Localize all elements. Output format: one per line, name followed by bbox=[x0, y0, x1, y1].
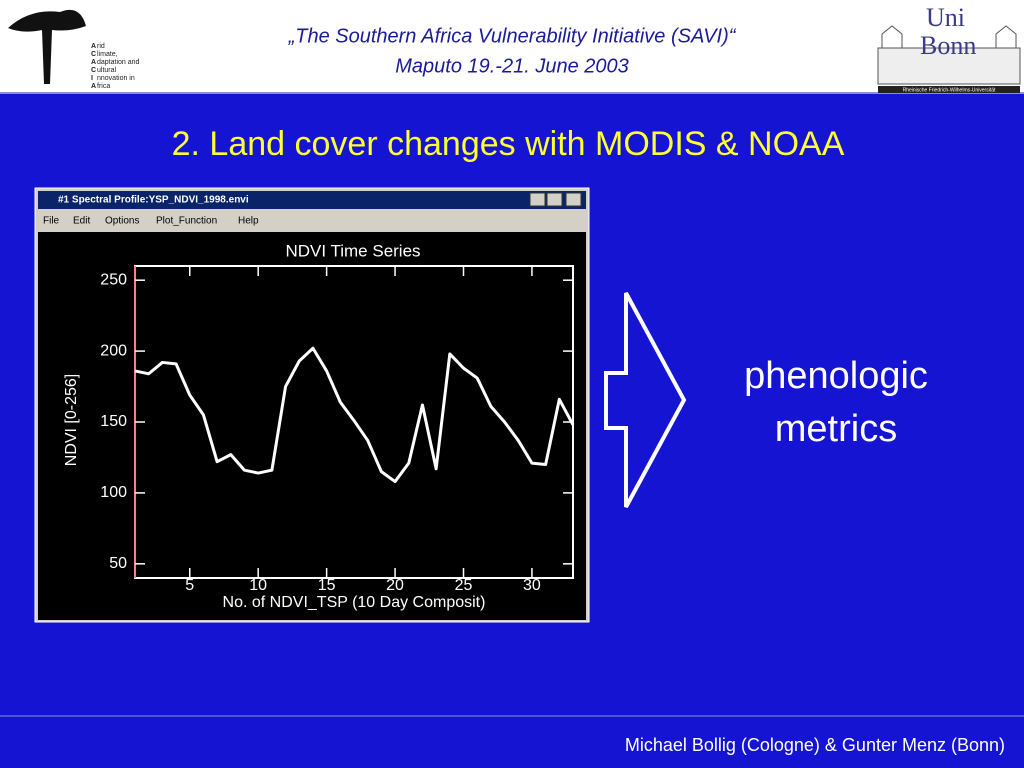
y-tick-label: 100 bbox=[100, 484, 127, 501]
logo-word: daptation and bbox=[97, 59, 140, 66]
logo-initial: C bbox=[91, 67, 96, 74]
header-line2: Maputo 19.-21. June 2003 bbox=[395, 55, 629, 77]
x-tick-label: 10 bbox=[249, 577, 267, 594]
menu-item[interactable]: File bbox=[43, 216, 60, 227]
y-tick-label: 150 bbox=[100, 413, 127, 430]
header-line1: „The Southern Africa Vulnerability Initi… bbox=[288, 25, 737, 47]
right-logo bbox=[877, 25, 1021, 93]
side-text: metrics bbox=[775, 408, 897, 450]
data-line bbox=[134, 346, 575, 484]
window-titlebar bbox=[38, 191, 586, 209]
logo-initial: I bbox=[91, 75, 93, 82]
y-axis-label: NDVI [0-256] bbox=[63, 374, 80, 466]
y-tick-label: 50 bbox=[109, 555, 127, 572]
menu-item[interactable]: Edit bbox=[73, 216, 90, 227]
y-tick-label: 250 bbox=[100, 271, 127, 288]
x-axis-label: No. of NDVI_TSP (10 Day Composit) bbox=[223, 594, 486, 611]
footer: Michael Bollig (Cologne) & Gunter Menz (… bbox=[625, 735, 1005, 755]
arrow bbox=[604, 292, 687, 508]
side-text: phenologic bbox=[744, 355, 928, 397]
logo-word: nnovation in bbox=[97, 75, 135, 82]
logo-word: frica bbox=[97, 83, 110, 90]
logo-bonn: Bonn bbox=[920, 31, 976, 60]
slide-title: 2. Land cover changes with MODIS & NOAA bbox=[172, 125, 845, 163]
x-tick-label: 5 bbox=[185, 577, 194, 594]
y-tick-label: 200 bbox=[100, 342, 127, 359]
chart-title: NDVI Time Series bbox=[285, 241, 420, 260]
logo-initial: A bbox=[91, 59, 96, 66]
logo-word: ultural bbox=[97, 67, 117, 74]
logo-initial: C bbox=[91, 51, 96, 58]
menu-item[interactable]: Help bbox=[238, 216, 259, 227]
logo-uni: Uni bbox=[926, 3, 965, 32]
logo-word: limate, bbox=[97, 51, 118, 58]
x-tick-label: 20 bbox=[386, 577, 404, 594]
header-band bbox=[0, 0, 1024, 93]
window-title: #1 Spectral Profile:YSP_NDVI_1998.envi bbox=[58, 195, 249, 206]
menu-item[interactable]: Options bbox=[105, 216, 139, 227]
logo-caption: Rheinische Friedrich-Wilhelms-Universitä… bbox=[903, 87, 996, 93]
x-tick-label: 30 bbox=[523, 577, 541, 594]
x-tick-label: 15 bbox=[318, 577, 336, 594]
window-buttons[interactable] bbox=[529, 192, 582, 207]
logo-initial: A bbox=[91, 43, 96, 50]
plot-window bbox=[38, 232, 586, 620]
logo-word: rid bbox=[97, 43, 105, 50]
menu-item[interactable]: Plot_Function bbox=[156, 216, 217, 227]
left-logo bbox=[8, 9, 86, 84]
x-tick-label: 25 bbox=[455, 577, 473, 594]
logo-initial: A bbox=[91, 83, 96, 90]
